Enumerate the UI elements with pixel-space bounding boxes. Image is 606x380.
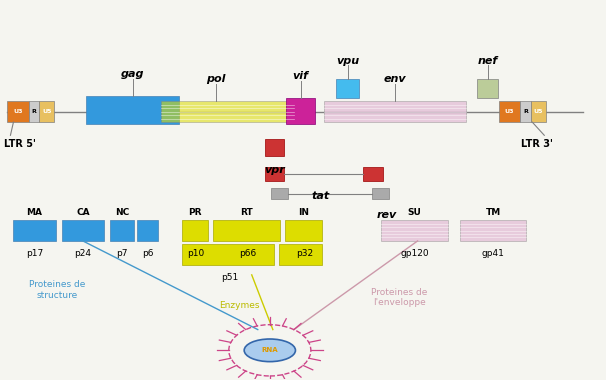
Text: gp120: gp120 xyxy=(401,249,429,258)
Bar xyxy=(531,101,546,122)
Text: U5: U5 xyxy=(42,109,52,114)
Bar xyxy=(62,220,104,241)
Bar xyxy=(336,79,359,98)
Ellipse shape xyxy=(244,339,296,362)
Text: env: env xyxy=(384,74,406,84)
Text: NC: NC xyxy=(115,208,129,217)
Bar xyxy=(137,220,158,241)
Bar xyxy=(213,220,280,241)
Bar xyxy=(265,167,284,180)
Text: vpu: vpu xyxy=(336,55,359,66)
Text: tat: tat xyxy=(311,192,329,201)
Text: p24: p24 xyxy=(75,249,92,258)
Text: p17: p17 xyxy=(26,249,43,258)
Text: pol: pol xyxy=(206,74,225,84)
Bar xyxy=(381,220,448,241)
Text: U3: U3 xyxy=(505,109,514,114)
Bar xyxy=(271,188,288,200)
Bar xyxy=(7,101,28,122)
Bar xyxy=(324,101,466,122)
Bar xyxy=(110,220,134,241)
Text: rev: rev xyxy=(377,210,397,220)
Text: LTR 5': LTR 5' xyxy=(4,139,36,149)
Text: LTR 3': LTR 3' xyxy=(521,139,553,149)
Bar xyxy=(182,244,274,265)
Text: Proteines de
structure: Proteines de structure xyxy=(28,280,85,300)
Bar xyxy=(161,101,294,122)
Bar xyxy=(279,244,322,265)
Bar xyxy=(364,167,382,180)
Text: R: R xyxy=(32,109,36,114)
Text: p66: p66 xyxy=(239,249,256,258)
Text: p10: p10 xyxy=(187,249,204,258)
Text: CA: CA xyxy=(76,208,90,217)
Text: Proteines de
l'enveloppe: Proteines de l'enveloppe xyxy=(371,288,428,307)
Bar xyxy=(182,220,208,241)
Text: MA: MA xyxy=(27,208,42,217)
Text: gag: gag xyxy=(121,69,144,79)
Bar xyxy=(285,220,322,241)
Text: Enzymes: Enzymes xyxy=(219,301,260,310)
Text: RT: RT xyxy=(240,208,253,217)
Bar xyxy=(39,101,55,122)
Text: p7: p7 xyxy=(116,249,128,258)
Bar xyxy=(478,79,499,98)
Text: U3: U3 xyxy=(13,109,23,114)
Text: RNA: RNA xyxy=(262,347,278,353)
Bar xyxy=(520,101,531,122)
Bar xyxy=(265,139,284,156)
Text: vif: vif xyxy=(293,71,308,81)
Text: p32: p32 xyxy=(296,249,313,258)
Bar xyxy=(286,98,315,124)
Bar xyxy=(86,96,179,124)
Text: IN: IN xyxy=(298,208,309,217)
Text: nef: nef xyxy=(478,55,498,66)
Bar xyxy=(372,188,389,200)
Bar xyxy=(499,101,520,122)
Text: p51: p51 xyxy=(221,273,238,282)
Text: p6: p6 xyxy=(142,249,153,258)
Bar xyxy=(28,101,39,122)
Text: vpr: vpr xyxy=(264,165,285,176)
Text: R: R xyxy=(523,109,528,114)
Text: SU: SU xyxy=(408,208,422,217)
Text: PR: PR xyxy=(188,208,202,217)
Text: TM: TM xyxy=(485,208,501,217)
Text: gp41: gp41 xyxy=(482,249,504,258)
Bar xyxy=(460,220,526,241)
Text: U5: U5 xyxy=(534,109,544,114)
Bar xyxy=(13,220,56,241)
